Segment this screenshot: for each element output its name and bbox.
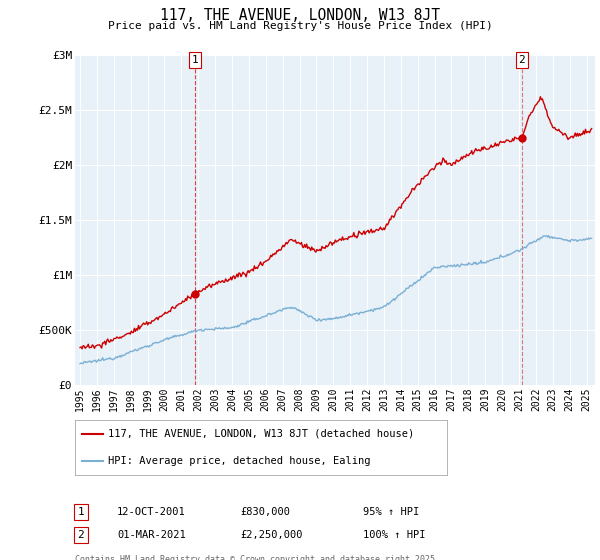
Text: 117, THE AVENUE, LONDON, W13 8JT: 117, THE AVENUE, LONDON, W13 8JT: [160, 8, 440, 24]
Text: 2: 2: [518, 55, 525, 65]
Text: 01-MAR-2021: 01-MAR-2021: [117, 530, 186, 540]
Text: 12-OCT-2001: 12-OCT-2001: [117, 507, 186, 517]
Text: 100% ↑ HPI: 100% ↑ HPI: [363, 530, 425, 540]
Text: Contains HM Land Registry data © Crown copyright and database right 2025.
This d: Contains HM Land Registry data © Crown c…: [75, 555, 440, 560]
Text: 95% ↑ HPI: 95% ↑ HPI: [363, 507, 419, 517]
Text: Price paid vs. HM Land Registry's House Price Index (HPI): Price paid vs. HM Land Registry's House …: [107, 21, 493, 31]
Text: £830,000: £830,000: [240, 507, 290, 517]
Text: HPI: Average price, detached house, Ealing: HPI: Average price, detached house, Eali…: [109, 456, 371, 466]
Text: 1: 1: [191, 55, 198, 65]
Text: £2,250,000: £2,250,000: [240, 530, 302, 540]
Text: 1: 1: [77, 507, 85, 517]
Text: 2: 2: [77, 530, 85, 540]
Text: 117, THE AVENUE, LONDON, W13 8JT (detached house): 117, THE AVENUE, LONDON, W13 8JT (detach…: [109, 429, 415, 438]
